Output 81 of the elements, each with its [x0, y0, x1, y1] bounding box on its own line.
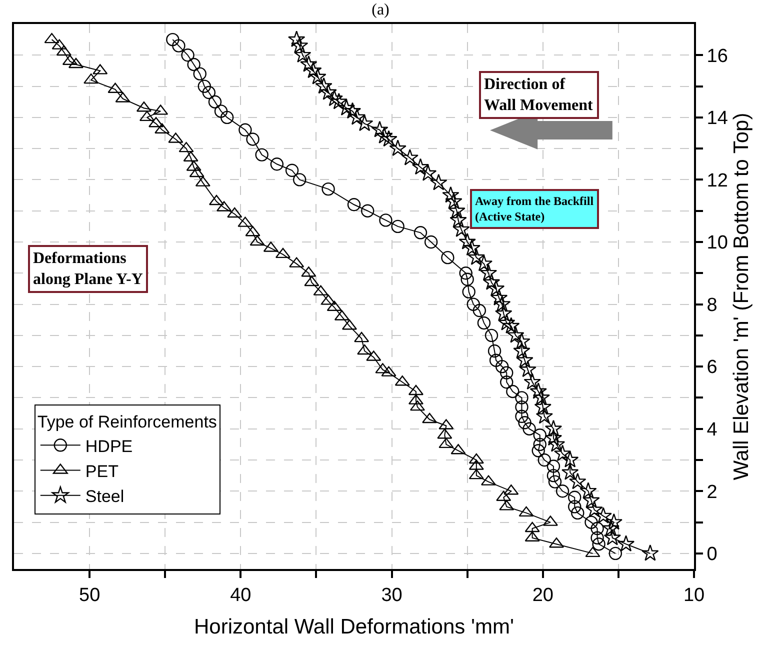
- point: [214, 104, 228, 118]
- point: [198, 80, 211, 93]
- x-axis-title: Horizontal Wall Deformations 'mm': [194, 616, 514, 638]
- point: [361, 204, 374, 218]
- point: [489, 354, 503, 367]
- y-tick-label: 14: [706, 108, 728, 130]
- x-tick-label: 50: [78, 584, 100, 606]
- point: [477, 316, 491, 330]
- point: [322, 182, 335, 196]
- point: [472, 304, 486, 318]
- y-tick-label: 16: [706, 46, 728, 67]
- point: [506, 384, 520, 398]
- x-tick-label: 40: [230, 584, 252, 606]
- point: [255, 148, 268, 162]
- point: [533, 428, 546, 442]
- y-tick-label: 2: [706, 482, 718, 503]
- point: [495, 360, 509, 374]
- point: [202, 86, 216, 100]
- point: [571, 506, 584, 520]
- point: [391, 220, 404, 234]
- y-tick-label: 12: [706, 170, 728, 192]
- point: [193, 67, 206, 80]
- point: [424, 235, 438, 249]
- point: [500, 366, 514, 380]
- legend-label: PET: [85, 462, 118, 481]
- legend-title: Type of Reinforcements: [37, 412, 217, 432]
- point: [538, 453, 551, 467]
- point: [515, 400, 528, 414]
- legend-label: Steel: [85, 486, 124, 506]
- y-tick-label: 10: [706, 232, 728, 254]
- point: [548, 475, 562, 488]
- point: [590, 522, 604, 536]
- point: [532, 444, 545, 458]
- x-tick-label: 20: [532, 584, 554, 606]
- point: [568, 500, 582, 514]
- y-axis-title: Wall Elevation 'm' (From Bottom to Top): [730, 112, 754, 480]
- point: [484, 328, 498, 342]
- y-tick-label: 6: [706, 357, 718, 378]
- point: [238, 123, 252, 136]
- annotation: Away from the Backfill (Active State): [475, 194, 594, 224]
- point: [462, 285, 476, 298]
- point: [181, 48, 194, 62]
- y-tick-label: 4: [706, 420, 718, 441]
- point: [590, 531, 604, 544]
- point: [466, 298, 480, 311]
- point: [546, 468, 560, 482]
- x-tick-label: 30: [381, 584, 402, 606]
- point: [592, 537, 606, 551]
- point: [584, 516, 598, 529]
- point: [166, 32, 180, 46]
- annotation: Deformations along Plane Y-Y: [33, 250, 144, 288]
- point: [208, 95, 222, 108]
- point: [500, 376, 514, 389]
- point: [518, 416, 532, 430]
- point: [546, 460, 560, 473]
- legend-label: HDPE: [85, 436, 133, 456]
- point: [533, 438, 546, 452]
- y-tick-label: 8: [706, 294, 718, 316]
- point: [172, 39, 186, 52]
- point: [608, 546, 622, 560]
- point: [556, 484, 570, 498]
- point: [285, 164, 299, 177]
- point: [522, 422, 536, 436]
- point: [379, 214, 392, 227]
- point: [414, 226, 428, 240]
- point: [441, 250, 454, 264]
- point: [568, 490, 582, 504]
- chart-title: (a): [372, 1, 390, 18]
- point: [187, 58, 200, 72]
- point: [459, 266, 472, 280]
- y-tick-label: 0: [706, 544, 718, 566]
- point: [488, 344, 502, 358]
- point: [460, 272, 474, 286]
- point: [515, 410, 528, 423]
- point: [293, 173, 306, 186]
- point: [347, 198, 361, 212]
- point: [515, 391, 528, 404]
- annotation: Direction of Wall Movement: [484, 76, 594, 114]
- point: [270, 158, 284, 171]
- point: [246, 132, 260, 146]
- point: [220, 110, 234, 124]
